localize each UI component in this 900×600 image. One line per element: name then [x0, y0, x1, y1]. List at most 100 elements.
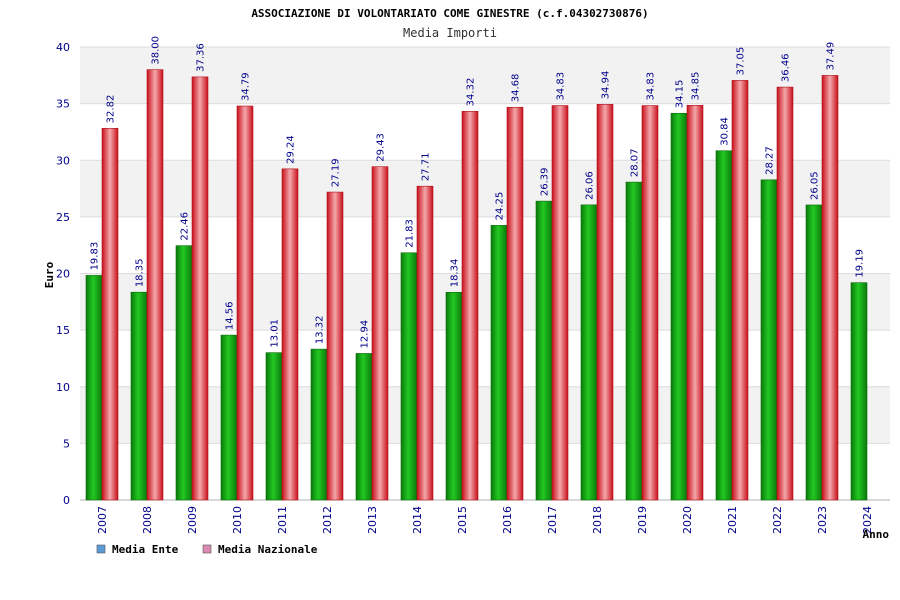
bar-media-nazionale [236, 105, 254, 501]
y-tick-label: 20 [56, 268, 70, 281]
value-label: 18.35 [135, 259, 146, 288]
value-label: 27.19 [331, 158, 342, 187]
legend: Media Ente Media Nazionale [96, 543, 318, 556]
grid-band [80, 386, 890, 444]
grid-band [80, 47, 890, 104]
value-label: 12.94 [360, 320, 371, 349]
value-label: 37.36 [196, 43, 207, 72]
bar-media-nazionale [551, 105, 569, 501]
bar-media-nazionale [461, 111, 479, 501]
bar-media-ente [580, 204, 598, 501]
value-label: 34.83 [646, 72, 657, 101]
gridlines [80, 46, 890, 501]
bar-media-nazionale [326, 191, 344, 501]
x-tick-label: 2017 [546, 506, 559, 534]
x-tick-label: 2021 [726, 506, 739, 534]
bar-media-nazionale [506, 106, 524, 501]
bar-media-ente [490, 225, 508, 501]
value-label: 38.00 [151, 36, 162, 65]
y-tick-label: 25 [56, 211, 70, 224]
value-label: 34.15 [675, 80, 686, 109]
x-tick-label: 2007 [96, 506, 109, 534]
x-tick-label: 2012 [321, 506, 334, 534]
bar-media-nazionale [371, 166, 389, 501]
value-label: 32.82 [106, 95, 117, 124]
value-label: 29.43 [376, 133, 387, 162]
bar-media-ente [355, 353, 373, 501]
bar-media-ente [85, 275, 103, 501]
value-label: 34.83 [556, 72, 567, 101]
bar-media-ente [625, 181, 643, 501]
x-tick-label: 2009 [186, 506, 199, 534]
x-tick-label: 2010 [231, 506, 244, 534]
y-tick-label: 15 [56, 324, 70, 337]
x-tick-label: 2015 [456, 506, 469, 534]
grid-band [80, 273, 890, 331]
value-label: 34.32 [466, 78, 477, 107]
bar-media-ente [850, 282, 868, 501]
value-label: 36.46 [781, 53, 792, 82]
bar-media-ente [715, 150, 733, 501]
y-tick-label: 10 [56, 381, 70, 394]
value-label: 19.19 [855, 249, 866, 278]
value-label: 37.49 [826, 42, 837, 71]
value-labels: 19.83 32.82 18.35 38.00 22.46 37.36 14.56 34.79… [90, 36, 866, 348]
bar-media-ente [445, 291, 463, 501]
bar-media-ente [760, 179, 778, 501]
value-label: 27.71 [421, 153, 432, 182]
x-tick-label: 2008 [141, 506, 154, 534]
x-tick-label: 2014 [411, 506, 424, 534]
bar-media-nazionale [416, 185, 434, 501]
x-tick-label: 2018 [591, 506, 604, 534]
x-tick-label: 2019 [636, 506, 649, 534]
bar-media-nazionale [776, 86, 794, 501]
y-tick-label: 35 [56, 98, 70, 111]
legend-swatch [96, 544, 106, 554]
value-label: 29.24 [286, 135, 297, 164]
y-tick-label: 40 [56, 41, 70, 54]
value-label: 14.56 [225, 301, 236, 330]
chart-title: ASSOCIAZIONE DI VOLONTARIATO COME GINEST… [251, 7, 648, 20]
bar-media-nazionale [101, 128, 119, 501]
bar-media-ente [670, 112, 688, 501]
y-tick-label: 5 [63, 437, 70, 450]
value-label: 13.01 [270, 319, 281, 348]
value-label: 26.05 [810, 171, 821, 200]
bar-media-ente [220, 334, 238, 501]
bar-media-ente [535, 200, 553, 501]
y-axis-ticks: 0 5 10 15 20 25 30 35 40 [56, 41, 70, 507]
y-axis-label: Euro [43, 261, 56, 288]
value-label: 18.34 [450, 259, 461, 288]
bar-media-nazionale [686, 105, 704, 501]
value-label: 28.27 [765, 146, 776, 175]
legend-label: Media Ente [112, 543, 179, 556]
bar-media-nazionale [191, 76, 209, 501]
value-label: 13.32 [315, 316, 326, 345]
x-tick-label: 2023 [816, 506, 829, 534]
x-tick-label: 2016 [501, 506, 514, 534]
chart-subtitle: Media Importi [403, 26, 497, 40]
value-label: 26.39 [540, 167, 551, 196]
value-label: 34.68 [511, 74, 522, 103]
value-label: 30.84 [720, 117, 731, 146]
bar-media-nazionale [146, 69, 164, 501]
value-label: 26.06 [585, 171, 596, 200]
value-label: 28.07 [630, 148, 641, 177]
bar-media-ente [265, 352, 283, 501]
y-tick-label: 30 [56, 154, 70, 167]
bar-media-nazionale [596, 104, 614, 501]
bar-media-ente [310, 348, 328, 501]
legend-swatch [202, 544, 212, 554]
value-label: 34.79 [241, 72, 252, 101]
x-tick-label: 2024 [861, 506, 874, 534]
value-label: 34.94 [601, 71, 612, 100]
value-label: 37.05 [736, 47, 747, 76]
bar-media-ente [400, 252, 418, 501]
bar-media-nazionale [641, 105, 659, 501]
value-label: 24.25 [495, 192, 506, 221]
bar-media-nazionale [281, 168, 299, 501]
bar-media-nazionale [821, 75, 839, 501]
bar-media-ente [130, 291, 148, 501]
value-label: 19.83 [90, 242, 101, 271]
